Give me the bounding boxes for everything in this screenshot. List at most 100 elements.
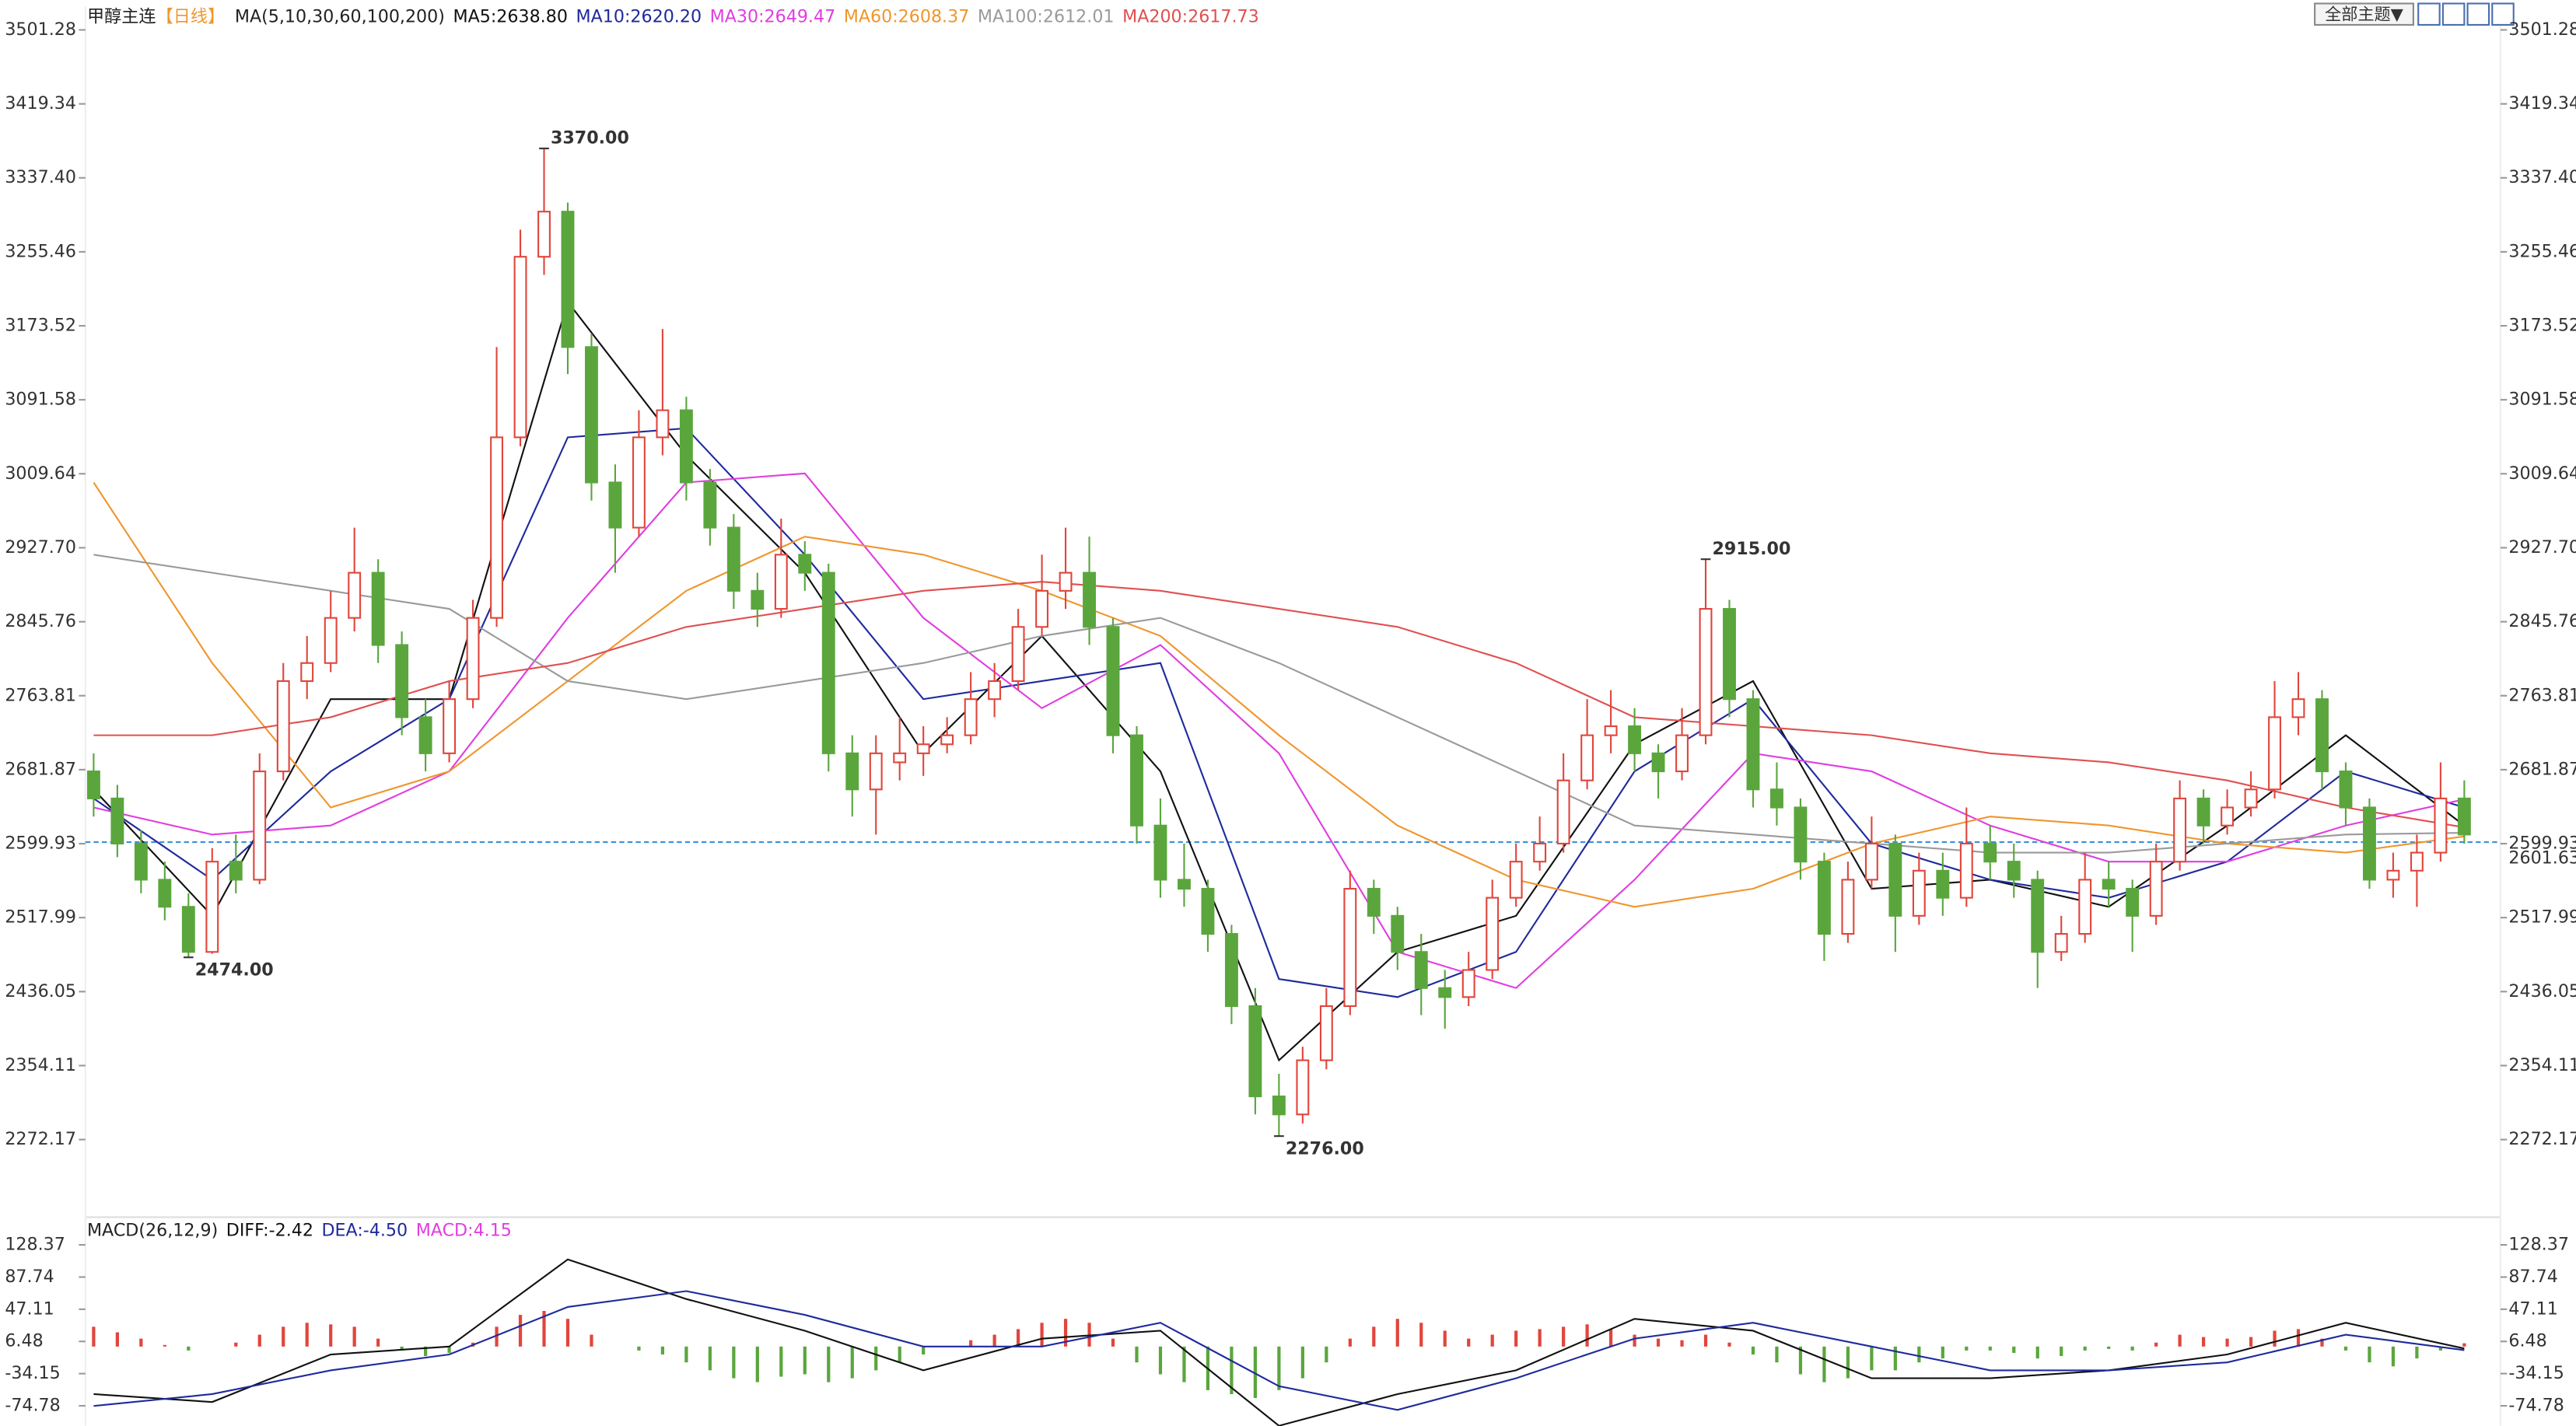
plot-layer: 3501.28 3501.28 3419.34 3419.34 3337.40 3337.…: [5, 6, 2576, 1426]
candle-body: [1983, 842, 1997, 863]
y-tick-label: 3419.34: [2508, 93, 2576, 114]
extreme-label: 2915.00: [1712, 539, 1790, 559]
legend-entry: MA30:2649.47: [710, 6, 836, 26]
y-tick-label: 2354.11: [2508, 1055, 2576, 1075]
candle-body: [656, 409, 670, 439]
candle-body: [2196, 797, 2210, 827]
legend-entry: MACD:4.15: [416, 1220, 512, 1240]
candle-body: [2291, 698, 2305, 718]
candle-body: [1438, 987, 1452, 998]
candle-body: [1343, 887, 1357, 1008]
candle-body: [1912, 869, 1926, 917]
candle-body: [490, 436, 504, 619]
candle-body: [798, 554, 812, 574]
candle-body: [1864, 842, 1878, 881]
layout-icon[interactable]: [2466, 2, 2490, 26]
y-tick-label: -74.78: [5, 1396, 60, 1416]
ma-line: [93, 300, 2466, 1062]
candle-body: [1319, 1005, 1333, 1061]
y-tick-label: 2436.05: [2508, 981, 2576, 1001]
candle-body: [513, 256, 527, 439]
ma-line: [93, 581, 2465, 829]
candle-body: [1794, 806, 1808, 863]
candle-body: [774, 554, 788, 610]
candle-body: [940, 734, 954, 746]
candle-body: [1083, 571, 1096, 628]
candle-body: [1675, 734, 1689, 773]
candle-body: [1106, 626, 1120, 736]
candle-body: [1035, 589, 1049, 628]
candle-body: [751, 589, 765, 610]
candle-body: [916, 743, 930, 754]
candle-body: [1272, 1096, 1286, 1116]
candle-body: [1936, 869, 1950, 899]
candle-body: [1770, 788, 1783, 809]
ma-line: [93, 481, 2465, 908]
candle-body: [2007, 861, 2021, 881]
candle-body: [181, 906, 195, 953]
candle-body: [2386, 869, 2400, 881]
candle-body: [418, 716, 432, 754]
candle-body: [2221, 806, 2235, 827]
y-tick-label: 2845.76: [5, 611, 76, 631]
candle-body: [2339, 771, 2353, 809]
y-tick-label: 3255.46: [2508, 241, 2576, 261]
theme-button-label[interactable]: 全部主题▼: [2325, 4, 2403, 23]
y-tick-label: 3091.58: [5, 390, 76, 410]
y-tick-label: 2354.11: [5, 1055, 76, 1075]
candle-body: [821, 571, 835, 754]
y-tick-label: 3091.58: [2508, 390, 2576, 410]
extreme-label: 3370.00: [551, 128, 629, 149]
layout-icon[interactable]: [2417, 2, 2441, 26]
candle-body: [1059, 571, 1073, 592]
layout-icon[interactable]: [2441, 2, 2466, 26]
candle-body: [348, 571, 362, 619]
y-tick-label: 3009.64: [5, 463, 76, 484]
y-tick-label: 3255.46: [5, 241, 76, 261]
ma-line: [93, 472, 2465, 989]
candle-body: [443, 698, 457, 754]
y-tick-label: 2927.70: [5, 537, 76, 557]
candle-body: [632, 436, 646, 529]
candle-body: [2244, 788, 2258, 809]
y-tick-label: 2517.99: [5, 907, 76, 928]
candle-body: [1746, 698, 1760, 791]
y-tick-label: 3337.40: [5, 167, 76, 187]
candle-body: [1153, 824, 1167, 881]
y-tick-label: 2436.05: [5, 981, 76, 1001]
candle-body: [1367, 887, 1381, 917]
candle-body: [1461, 969, 1475, 998]
candle-body: [2078, 879, 2092, 935]
candle-body: [1296, 1059, 1310, 1116]
y-tick-label: 3173.52: [5, 316, 76, 336]
y-tick-label: 47.11: [2508, 1298, 2557, 1319]
candle-body: [1391, 914, 1405, 953]
candle-body: [585, 346, 598, 484]
candle-body: [1604, 725, 1618, 736]
candle-body: [2362, 806, 2376, 881]
candle-body: [276, 680, 290, 773]
y-tick-label: 2681.87: [5, 759, 76, 779]
y-tick-label: 3009.64: [2508, 463, 2576, 484]
candle-body: [205, 861, 219, 953]
y-tick-label: 3501.28: [2508, 19, 2576, 40]
candle-body: [1841, 879, 1855, 935]
candle-body: [86, 771, 100, 799]
y-tick-label: 2763.81: [2508, 685, 2576, 705]
y-tick-label: 2763.81: [5, 685, 76, 705]
candle-body: [1580, 734, 1594, 781]
candle-body: [608, 481, 622, 529]
theme-button[interactable]: [2314, 2, 2414, 26]
layout-icon[interactable]: [2491, 2, 2515, 26]
header: 甲醇主连【日线】 MA(5,10,30,60,100,200) MA5:2638.8…: [87, 6, 1259, 26]
candle-body: [893, 752, 907, 764]
candle-body: [134, 842, 148, 881]
candle-body: [964, 698, 978, 736]
candle-body: [1486, 896, 1500, 971]
candle-body: [1533, 842, 1547, 863]
ma-line: [93, 554, 2465, 854]
y-tick-label: 128.37: [2508, 1235, 2569, 1255]
y-tick-label: 2599.93: [5, 834, 76, 854]
candle-body: [110, 797, 124, 845]
